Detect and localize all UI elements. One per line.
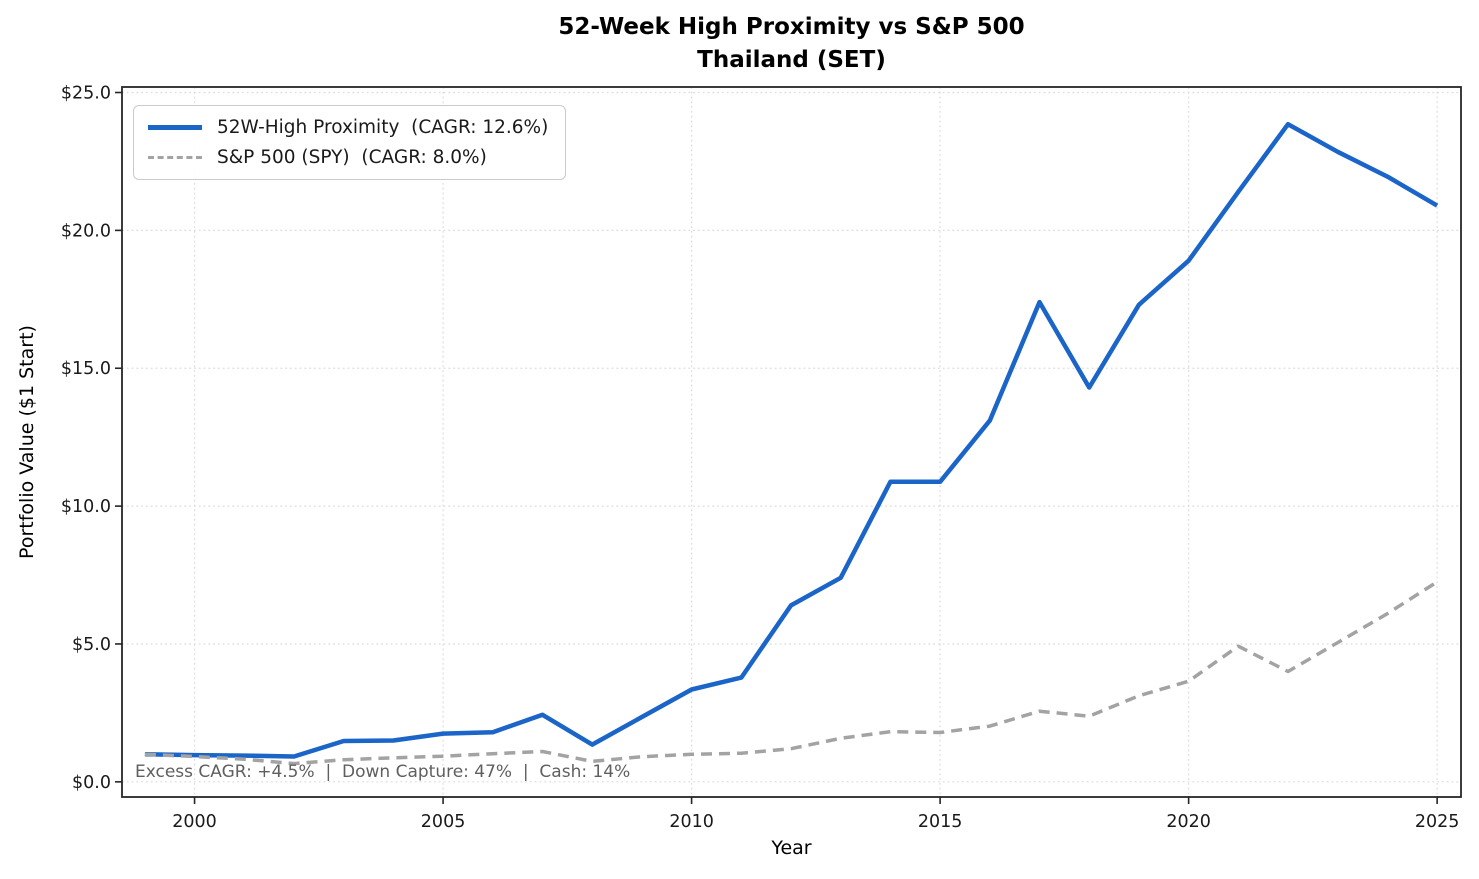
legend: 52W-High Proximity (CAGR: 12.6%) S&P 500… xyxy=(133,105,567,180)
legend-item-strategy: 52W-High Proximity (CAGR: 12.6%) xyxy=(148,117,548,138)
legend-line-strategy-sample xyxy=(148,125,202,130)
x-tick-label: 2010 xyxy=(669,812,714,832)
legend-item-benchmark: S&P 500 (SPY) (CAGR: 8.0%) xyxy=(148,147,548,168)
chart-title: 52-Week High Proximity vs S&P 500 Thaila… xyxy=(122,11,1461,77)
x-tick-label: 2015 xyxy=(918,812,963,832)
y-axis-label: Portfolio Value ($1 Start) xyxy=(16,325,38,559)
series-line-strategy xyxy=(144,121,1439,759)
chart-title-line2: Thailand (SET) xyxy=(697,47,886,73)
x-axis-label: Year xyxy=(771,837,812,859)
y-tick-label: $25.0 xyxy=(61,84,111,104)
y-tick-label: $10.0 xyxy=(61,497,111,517)
series-line-benchmark xyxy=(144,580,1439,766)
y-tick-label: $0.0 xyxy=(72,773,111,793)
stats-annotation: Excess CAGR: +4.5% | Down Capture: 47% |… xyxy=(135,762,631,782)
legend-line-benchmark-sample xyxy=(148,156,202,159)
x-tick-label: 2020 xyxy=(1166,812,1211,832)
y-tick-label: $15.0 xyxy=(61,359,111,379)
chart-title-line1: 52-Week High Proximity vs S&P 500 xyxy=(558,14,1025,40)
plot-border xyxy=(121,86,1462,798)
y-tick-label: $20.0 xyxy=(61,221,111,241)
x-tick-label: 2000 xyxy=(172,812,217,832)
x-tick-label: 2005 xyxy=(421,812,466,832)
y-tick-label: $5.0 xyxy=(72,635,111,655)
legend-label-benchmark: S&P 500 (SPY) (CAGR: 8.0%) xyxy=(217,147,487,168)
x-tick-label: 2025 xyxy=(1415,812,1460,832)
legend-label-strategy: 52W-High Proximity (CAGR: 12.6%) xyxy=(217,117,549,138)
